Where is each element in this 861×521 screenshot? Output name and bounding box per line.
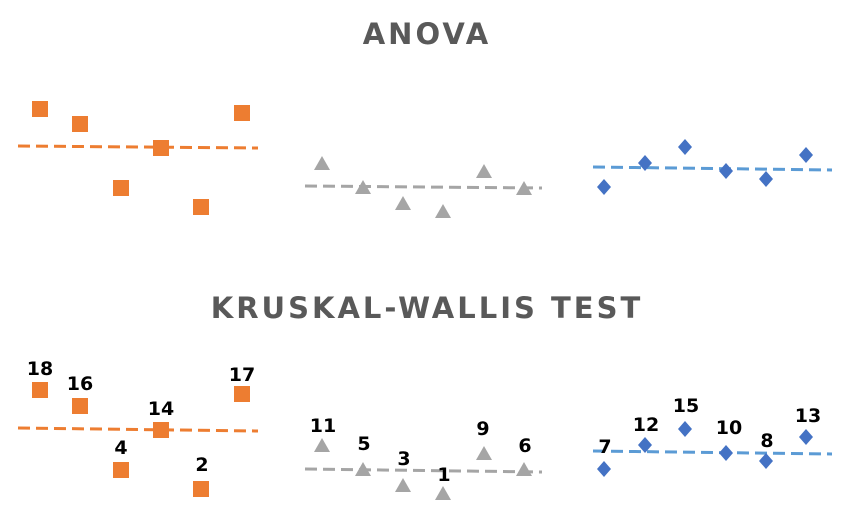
diamond-marker — [759, 171, 773, 187]
rank-label: 3 — [397, 448, 410, 470]
diamond-marker — [799, 147, 813, 163]
square-marker — [193, 481, 209, 497]
rank-label: 4 — [114, 437, 127, 459]
rank-label: 10 — [716, 417, 742, 439]
mean-line — [304, 467, 543, 474]
rank-label: 18 — [27, 358, 53, 380]
mean-line — [17, 144, 259, 150]
triangle-marker — [395, 196, 411, 210]
square-marker — [72, 116, 88, 132]
triangle-marker — [314, 156, 330, 170]
square-marker — [113, 462, 129, 478]
triangle-marker — [516, 181, 532, 195]
square-marker — [234, 386, 250, 402]
diamond-marker — [759, 453, 773, 469]
rank-label: 15 — [673, 395, 699, 417]
triangle-marker — [395, 478, 411, 492]
anova-title: ANOVA — [363, 17, 492, 51]
diamond-marker — [719, 163, 733, 179]
square-marker — [32, 382, 48, 398]
triangle-marker — [355, 180, 371, 194]
triangle-marker — [314, 438, 330, 452]
rank-label: 9 — [476, 418, 489, 440]
kruskal-wallis-title: KRUSKAL-WALLIS TEST — [211, 291, 644, 325]
mean-line — [304, 184, 543, 190]
rank-label: 12 — [633, 414, 659, 436]
square-marker — [234, 105, 250, 121]
rank-label: 2 — [195, 454, 208, 476]
diamond-marker — [799, 429, 813, 445]
triangle-marker — [355, 462, 371, 476]
rank-label: 7 — [598, 436, 611, 458]
mean-line — [592, 165, 833, 172]
square-marker — [153, 140, 169, 156]
rank-label: 17 — [229, 364, 255, 386]
mean-line — [17, 426, 259, 433]
rank-label: 1 — [437, 464, 450, 486]
triangle-marker — [435, 486, 451, 500]
diamond-marker — [678, 421, 692, 437]
diamond-marker — [597, 179, 611, 195]
square-marker — [153, 422, 169, 438]
diamond-marker — [638, 155, 652, 171]
rank-label: 6 — [518, 435, 531, 457]
rank-label: 16 — [67, 373, 93, 395]
diamond-marker — [597, 461, 611, 477]
triangle-marker — [476, 446, 492, 460]
square-marker — [193, 199, 209, 215]
triangle-marker — [516, 462, 532, 476]
square-marker — [32, 101, 48, 117]
triangle-marker — [435, 204, 451, 218]
square-marker — [72, 398, 88, 414]
diamond-marker — [638, 437, 652, 453]
rank-label: 11 — [310, 415, 336, 437]
diamond-marker — [678, 139, 692, 155]
rank-label: 8 — [760, 430, 773, 452]
rank-label: 5 — [357, 433, 370, 455]
rank-label: 13 — [795, 405, 821, 427]
diamond-marker — [719, 445, 733, 461]
square-marker — [113, 180, 129, 196]
rank-label: 14 — [148, 398, 174, 420]
triangle-marker — [476, 164, 492, 178]
mean-line — [592, 449, 833, 456]
